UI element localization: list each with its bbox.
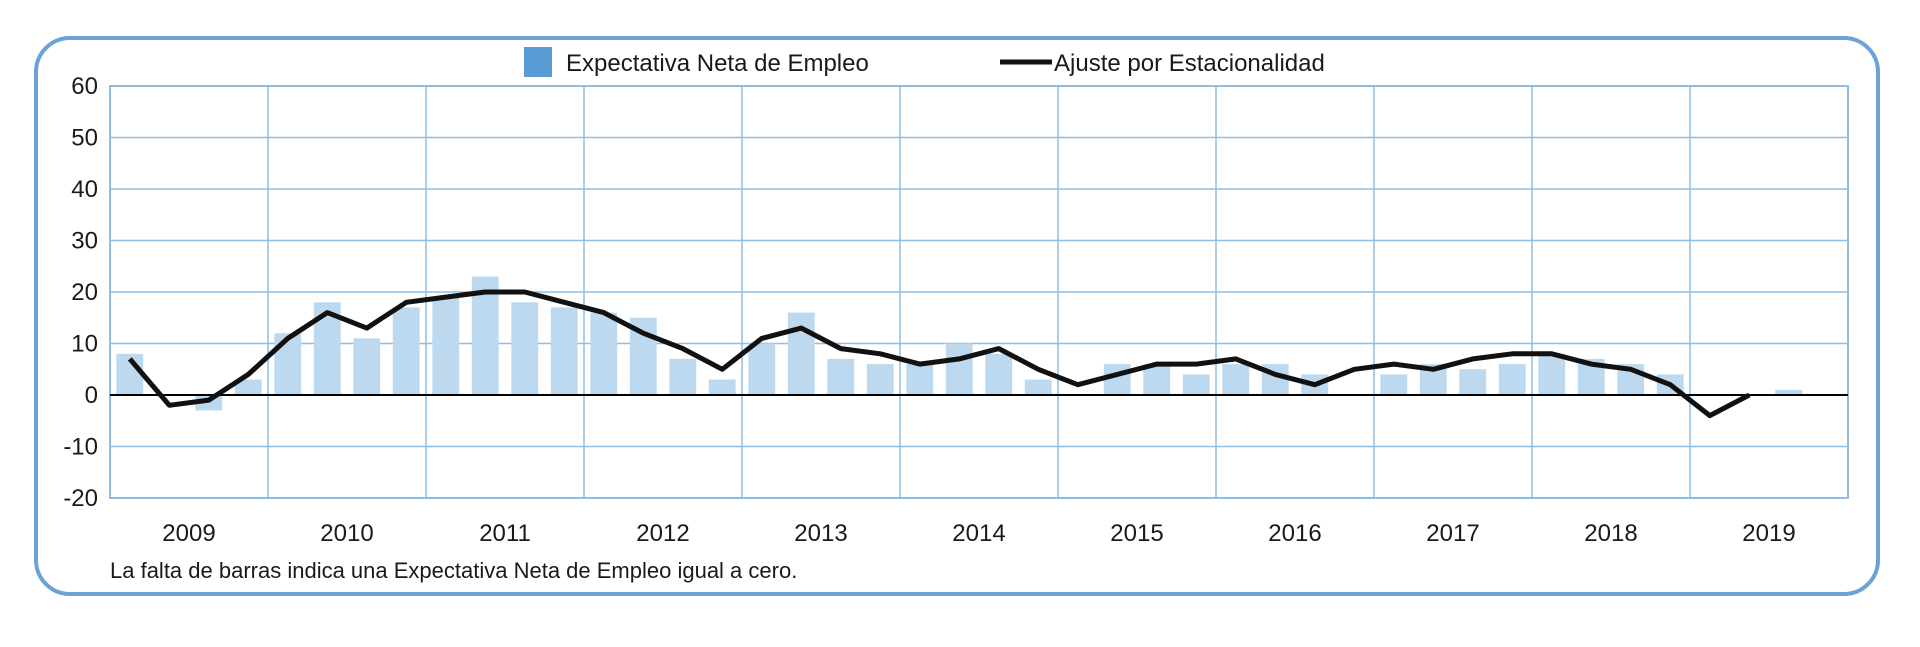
x-tick-label: 2013 [794,520,847,547]
footnote: La falta de barras indica una Expectativ… [110,558,797,583]
y-tick-label: -20 [63,485,98,512]
y-tick-label: 60 [71,73,98,100]
y-tick-label: -10 [63,434,98,461]
legend-line-label: Ajuste por Estacionalidad [1054,50,1325,77]
x-tick-label: 2018 [1584,520,1637,547]
bar [1024,379,1052,395]
legend: Expectativa Neta de Empleo Ajuste por Es… [524,47,1325,77]
y-tick-label: 10 [71,331,98,358]
bar [906,364,934,395]
legend-bar-swatch [524,47,552,77]
bar [550,307,578,395]
bar [432,297,460,395]
legend-bars-label: Expectativa Neta de Empleo [566,50,869,77]
bar [1459,369,1487,395]
x-tick-label: 2017 [1426,520,1479,547]
y-tick-label: 40 [71,176,98,203]
bar [1103,364,1131,395]
x-tick-labels: 2009 2010 2011 2012 2013 2014 2015 2016 2017 2018… [162,520,1795,547]
bar [945,343,973,395]
bar [1498,364,1526,395]
x-tick-label: 2019 [1742,520,1795,547]
x-tick-label: 2010 [320,520,373,547]
bar [1182,374,1210,395]
bar [274,333,302,395]
seasonal-adjustment-line [127,289,1751,419]
bar [1380,374,1408,395]
bar [866,364,894,395]
bar [748,343,776,395]
y-tick-label: 0 [85,382,98,409]
y-tick-label: 50 [71,125,98,152]
x-tick-label: 2009 [162,520,215,547]
bar [1538,353,1566,395]
x-tick-label: 2012 [636,520,689,547]
grid [109,85,1849,499]
bar [1222,364,1250,395]
y-tick-label: 30 [71,228,98,255]
bar [392,307,420,395]
bar [787,312,815,395]
x-tick-label: 2011 [479,520,531,547]
bar [353,338,381,395]
bar [590,312,618,395]
x-tick-label: 2014 [952,520,1005,547]
y-tick-label: 20 [71,279,98,306]
bar [1775,389,1803,395]
bar [471,276,499,395]
bar [234,379,262,395]
bar [669,358,697,395]
bar [827,358,855,395]
bar [708,379,736,395]
bar [511,302,539,395]
bar [1143,364,1171,395]
y-tick-labels: 60 50 40 30 20 10 0 -10 -20 [63,73,98,512]
bar [985,353,1013,395]
x-tick-label: 2016 [1268,520,1321,547]
x-tick-label: 2015 [1110,520,1163,547]
